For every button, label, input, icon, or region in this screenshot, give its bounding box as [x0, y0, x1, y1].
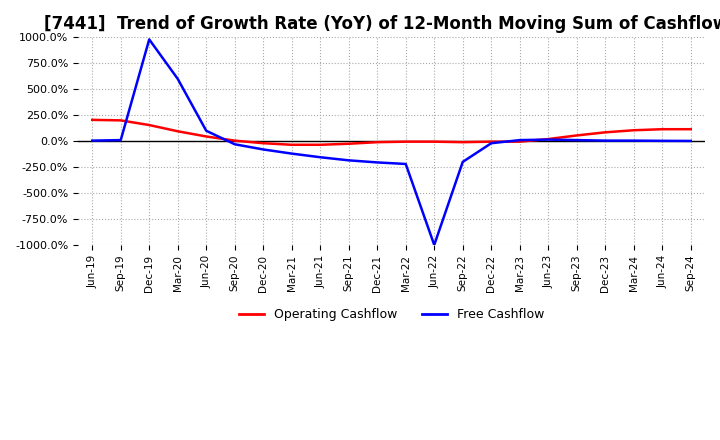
Operating Cashflow — [459, 139, 467, 145]
Free Cashflow — [487, 140, 495, 146]
Free Cashflow — [430, 242, 438, 248]
Free Cashflow — [287, 151, 296, 156]
Free Cashflow — [658, 138, 667, 143]
Free Cashflow — [174, 76, 182, 81]
Operating Cashflow — [686, 127, 695, 132]
Free Cashflow — [459, 159, 467, 165]
Free Cashflow — [117, 137, 125, 143]
Operating Cashflow — [516, 139, 524, 144]
Free Cashflow — [629, 138, 638, 143]
Operating Cashflow — [487, 139, 495, 144]
Operating Cashflow — [373, 139, 382, 145]
Free Cashflow — [145, 37, 153, 42]
Operating Cashflow — [316, 142, 325, 147]
Operating Cashflow — [344, 141, 353, 147]
Operating Cashflow — [174, 128, 182, 134]
Free Cashflow — [516, 137, 524, 143]
Operating Cashflow — [601, 130, 610, 135]
Free Cashflow — [572, 137, 581, 143]
Operating Cashflow — [629, 128, 638, 133]
Line: Operating Cashflow: Operating Cashflow — [92, 120, 690, 145]
Free Cashflow — [316, 154, 325, 160]
Operating Cashflow — [88, 117, 96, 122]
Title: [7441]  Trend of Growth Rate (YoY) of 12-Month Moving Sum of Cashflows: [7441] Trend of Growth Rate (YoY) of 12-… — [45, 15, 720, 33]
Free Cashflow — [202, 128, 210, 133]
Free Cashflow — [230, 142, 239, 147]
Line: Free Cashflow: Free Cashflow — [92, 40, 690, 245]
Operating Cashflow — [544, 136, 552, 142]
Operating Cashflow — [658, 127, 667, 132]
Free Cashflow — [259, 147, 268, 152]
Legend: Operating Cashflow, Free Cashflow: Operating Cashflow, Free Cashflow — [233, 303, 549, 326]
Operating Cashflow — [230, 138, 239, 143]
Operating Cashflow — [259, 140, 268, 146]
Operating Cashflow — [145, 122, 153, 128]
Operating Cashflow — [117, 118, 125, 123]
Operating Cashflow — [430, 139, 438, 144]
Free Cashflow — [344, 158, 353, 163]
Operating Cashflow — [287, 142, 296, 147]
Operating Cashflow — [402, 139, 410, 144]
Operating Cashflow — [572, 133, 581, 138]
Free Cashflow — [601, 138, 610, 143]
Free Cashflow — [402, 161, 410, 167]
Free Cashflow — [686, 138, 695, 143]
Free Cashflow — [88, 138, 96, 143]
Free Cashflow — [373, 160, 382, 165]
Free Cashflow — [544, 137, 552, 142]
Operating Cashflow — [202, 134, 210, 139]
